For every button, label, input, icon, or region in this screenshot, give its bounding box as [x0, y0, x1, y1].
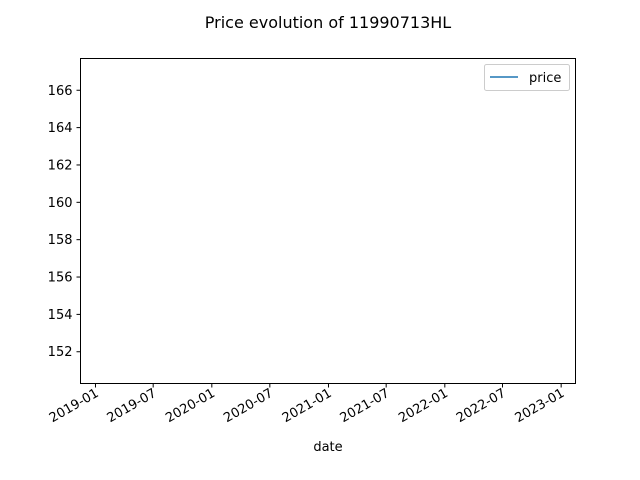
legend: price [484, 64, 570, 91]
x-tick-label: 2019-07 [105, 386, 160, 426]
x-axis-ticks: 2019-01 2019-07 2020-01 2020-07 2021-01 2021-… [47, 383, 568, 426]
x-tick-label: 2019-01 [47, 386, 102, 426]
legend-box [484, 64, 570, 91]
chart-title: Price evolution of 11990713HL [205, 13, 452, 32]
plot-area [80, 58, 576, 384]
x-tick-label: 2021-01 [280, 386, 335, 426]
axes-frame [80, 58, 576, 384]
y-tick-label: 164 [48, 121, 73, 136]
x-tick-label: 2022-01 [396, 386, 451, 426]
x-tick-label: 2020-07 [221, 386, 276, 426]
y-tick-label: 162 [48, 158, 73, 173]
y-tick-label: 152 [48, 345, 73, 360]
y-tick-label: 156 [48, 271, 73, 286]
y-axis-ticks: 152 154 156 158 160 162 164 166 [48, 84, 81, 360]
y-tick-label: 158 [48, 233, 73, 248]
x-tick-label: 2022-07 [454, 386, 509, 426]
legend-label-price: price [529, 71, 561, 86]
x-tick-label: 2023-01 [513, 386, 568, 426]
y-tick-label: 154 [48, 308, 73, 323]
x-tick-label: 2021-07 [338, 386, 393, 426]
x-tick-label: 2020-01 [163, 386, 218, 426]
y-tick-label: 160 [48, 196, 73, 211]
x-axis-label: date [313, 440, 342, 455]
y-tick-label: 166 [48, 84, 73, 99]
